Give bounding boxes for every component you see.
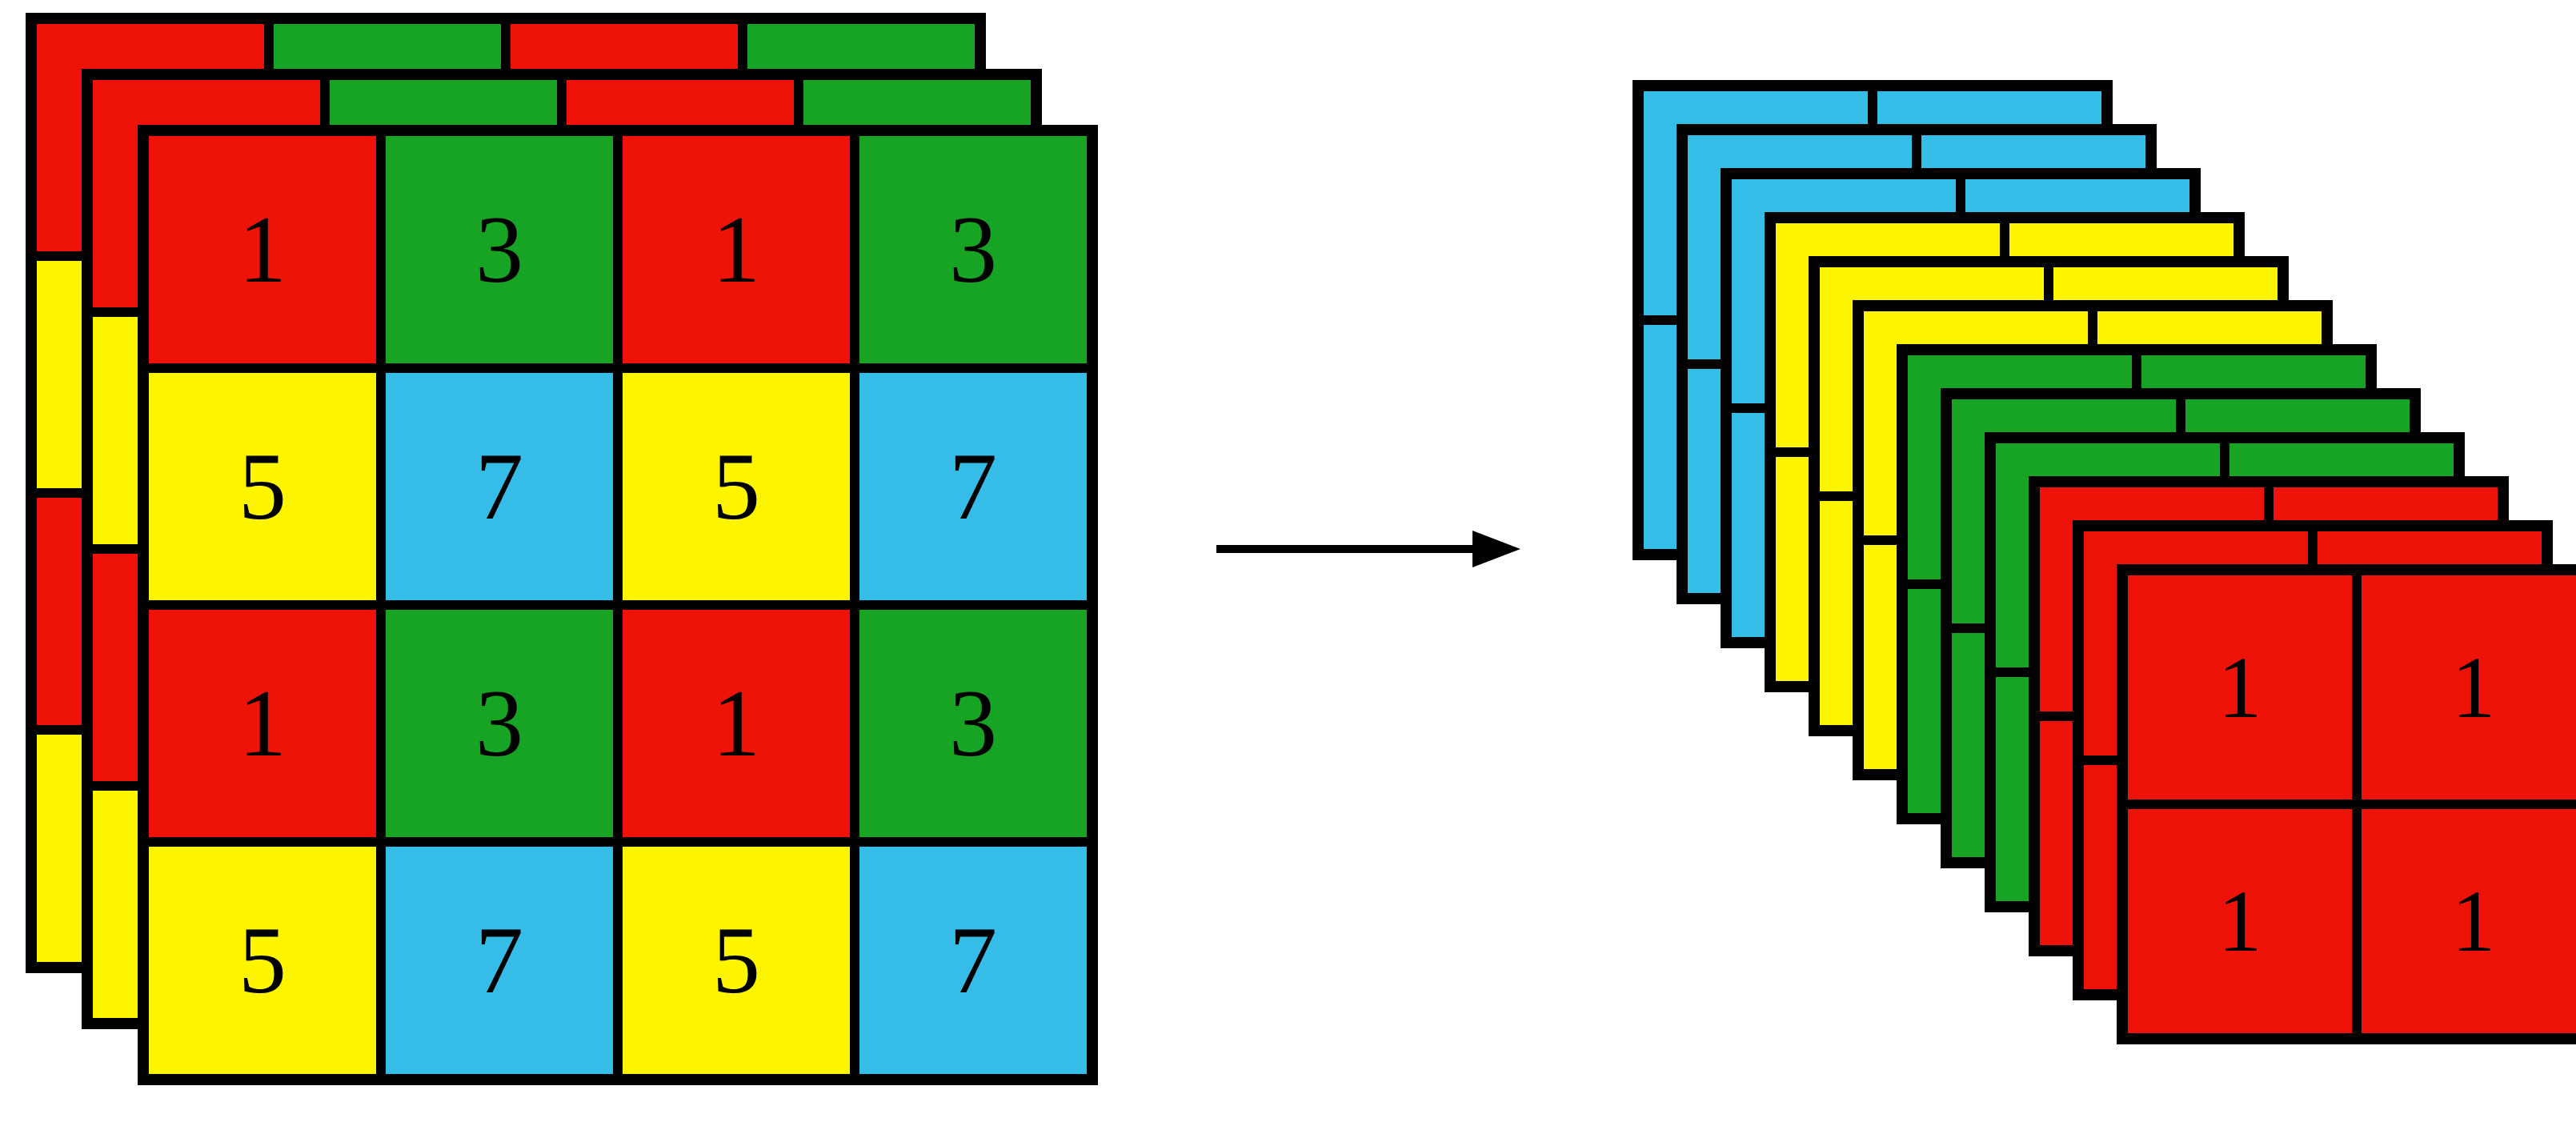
- left-cell-value: 1: [712, 668, 760, 779]
- left-cell-value: 1: [238, 194, 286, 305]
- right-cell: 1: [2357, 804, 2576, 1038]
- left-cell-value: 7: [949, 431, 997, 542]
- left-cell: 3: [855, 131, 1092, 368]
- left-cell-value: 7: [475, 905, 523, 1016]
- left-cell: 7: [381, 842, 618, 1079]
- left-cell-value: 7: [475, 431, 523, 542]
- right-cell-value: 1: [2218, 871, 2262, 972]
- left-cell-value: 3: [949, 194, 997, 305]
- right-cell: 1: [2123, 571, 2357, 804]
- left-cell-value: 3: [475, 194, 523, 305]
- left-cell: 3: [381, 131, 618, 368]
- left-cell-value: 5: [712, 431, 760, 542]
- right-cell-value: 1: [2452, 871, 2496, 972]
- left-layer-2: 1 3 1 3 5 7 5 7 1 3 1 3 5 7 5 7: [138, 125, 1098, 1085]
- left-cell-value: 1: [238, 668, 286, 779]
- left-cell: 1: [144, 131, 381, 368]
- diagram-stage: 1 3 1 3 5 7 5 7 1 3 1 3 5 7 5 7 1 1 1 1: [0, 0, 2576, 1122]
- left-cell: 1: [618, 131, 855, 368]
- left-cell: 1: [618, 605, 855, 842]
- left-cell-value: 5: [712, 905, 760, 1016]
- right-cell-value: 1: [2218, 637, 2262, 739]
- left-cell: 5: [618, 368, 855, 605]
- left-cell: 7: [855, 368, 1092, 605]
- left-cell-value: 5: [238, 905, 286, 1016]
- right-cell-value: 1: [2452, 637, 2496, 739]
- left-cell-value: 7: [949, 905, 997, 1016]
- left-cell: 7: [381, 368, 618, 605]
- right-layer-11: 1 1 1 1: [2117, 564, 2576, 1044]
- left-cell-value: 5: [238, 431, 286, 542]
- left-cell: 5: [144, 368, 381, 605]
- left-cell: 3: [855, 605, 1092, 842]
- right-cell: 1: [2357, 571, 2576, 804]
- left-cell: 3: [381, 605, 618, 842]
- transform-arrow: [1216, 512, 1520, 590]
- left-cell: 7: [855, 842, 1092, 1079]
- left-cell: 1: [144, 605, 381, 842]
- left-cell-value: 3: [475, 668, 523, 779]
- left-cell: 5: [144, 842, 381, 1079]
- left-cell-value: 3: [949, 668, 997, 779]
- left-cell-value: 1: [712, 194, 760, 305]
- right-cell: 1: [2123, 804, 2357, 1038]
- left-cell: 5: [618, 842, 855, 1079]
